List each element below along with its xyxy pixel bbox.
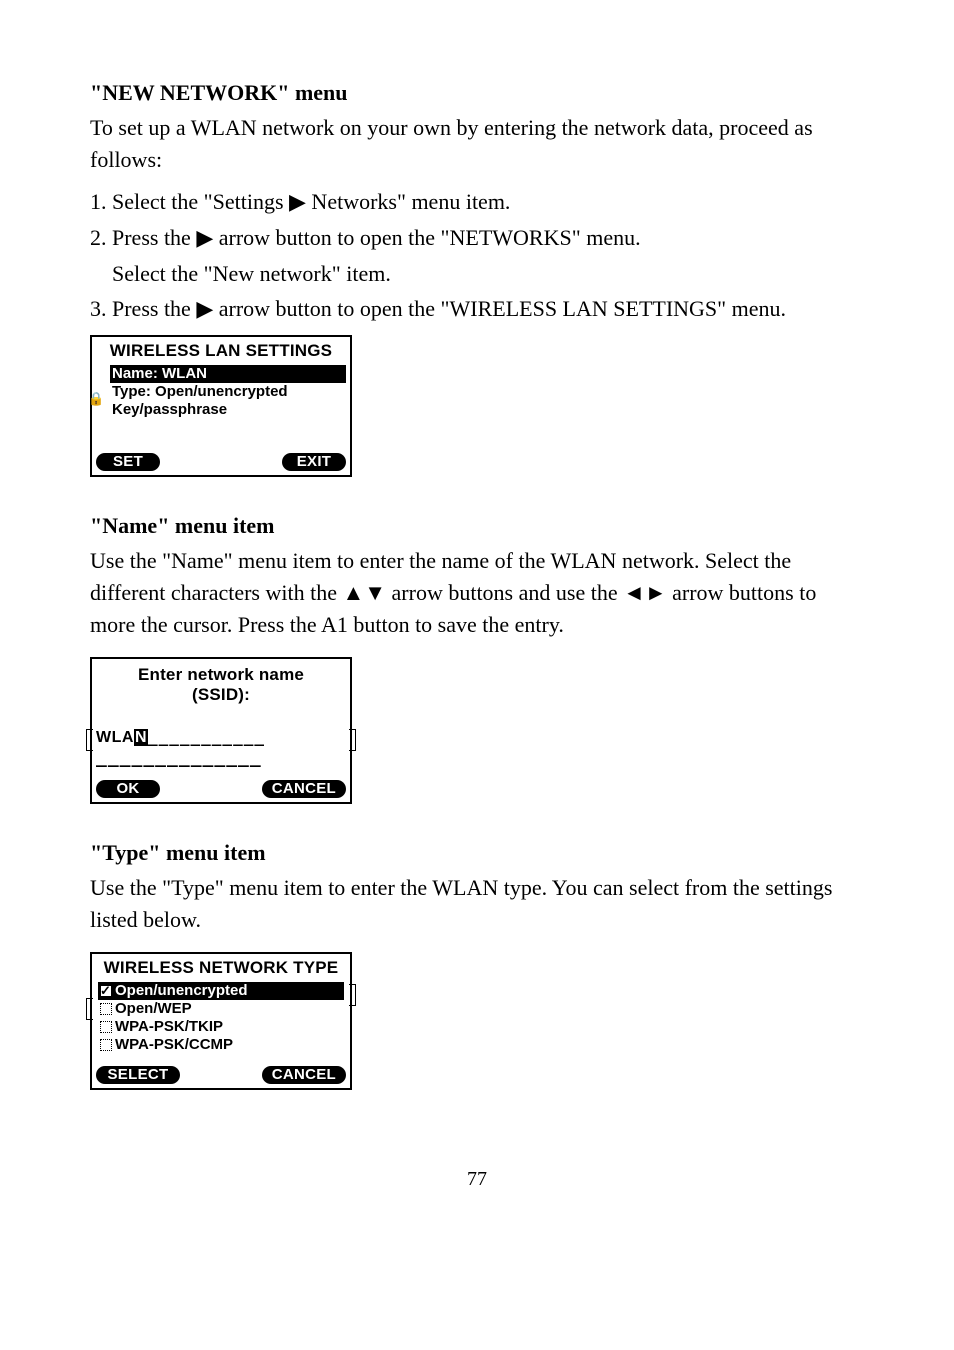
type-heading: "Type" menu item	[90, 840, 864, 866]
lcd3-opt2[interactable]: Open/WEP	[98, 1000, 344, 1018]
lcd3-title: WIRELESS NETWORK TYPE	[92, 954, 350, 980]
lcd1-softkey-set[interactable]: SET	[96, 453, 160, 471]
ssid-entry-line2: ______________	[92, 747, 350, 770]
lcd2-softkey-cancel[interactable]: CANCEL	[262, 780, 346, 798]
lcd3-opt3[interactable]: WPA-PSK/TKIP	[98, 1018, 344, 1036]
ssid-entry[interactable]: WLAN___________	[92, 725, 350, 747]
lcd2-title1: Enter network name	[92, 659, 350, 685]
section-heading: "NEW NETWORK" menu	[90, 80, 864, 106]
check-empty-icon	[100, 1021, 112, 1033]
lcd2-title2: (SSID):	[92, 685, 350, 707]
lcd3-opt1[interactable]: Open/unencrypted	[98, 982, 344, 1000]
lcd3-softkey-select[interactable]: SELECT	[96, 1066, 180, 1084]
step-1: Select the "Settings ▶ Networks" menu it…	[112, 189, 510, 214]
lcd1-softkey-exit[interactable]: EXIT	[282, 453, 346, 471]
lcd2-softkey-ok[interactable]: OK	[96, 780, 160, 798]
check-icon	[100, 985, 112, 997]
lcd1-row-name: Name: WLAN	[110, 365, 346, 383]
lcd-screen-3: WIRELESS NETWORK TYPE Open/unencrypted O…	[90, 946, 352, 1108]
lcd1-row-key: Key/passphrase	[110, 401, 346, 419]
step-num-2: 2.	[90, 225, 107, 250]
lock-icon: 🔒	[88, 391, 104, 407]
name-heading: "Name" menu item	[90, 513, 864, 539]
lcd1-title: WIRELESS LAN SETTINGS	[92, 337, 350, 363]
name-para: Use the "Name" menu item to enter the na…	[90, 545, 864, 641]
step-num-1: 1.	[90, 189, 107, 214]
lcd-screen-2: Enter network name (SSID): WLAN_________…	[90, 651, 352, 822]
type-para: Use the "Type" menu item to enter the WL…	[90, 872, 864, 936]
lcd1-row-type: Type: Open/unencrypted	[110, 383, 346, 401]
step-2b: Select the "New network" item.	[90, 258, 864, 290]
intro-text: To set up a WLAN network on your own by …	[90, 112, 864, 176]
check-empty-icon	[100, 1003, 112, 1015]
step-2a: Press the ▶ arrow button to open the "NE…	[112, 225, 641, 250]
step-3: Press the ▶ arrow button to open the "WI…	[112, 296, 786, 321]
lcd3-softkey-cancel[interactable]: CANCEL	[262, 1066, 346, 1084]
page-number: 77	[90, 1168, 864, 1191]
lcd3-opt4[interactable]: WPA-PSK/CCMP	[98, 1036, 344, 1054]
lcd-screen-1: WIRELESS LAN SETTINGS 🔒 Name: WLAN Type:…	[90, 329, 352, 495]
check-empty-icon	[100, 1039, 112, 1051]
step-num-3: 3.	[90, 296, 107, 321]
